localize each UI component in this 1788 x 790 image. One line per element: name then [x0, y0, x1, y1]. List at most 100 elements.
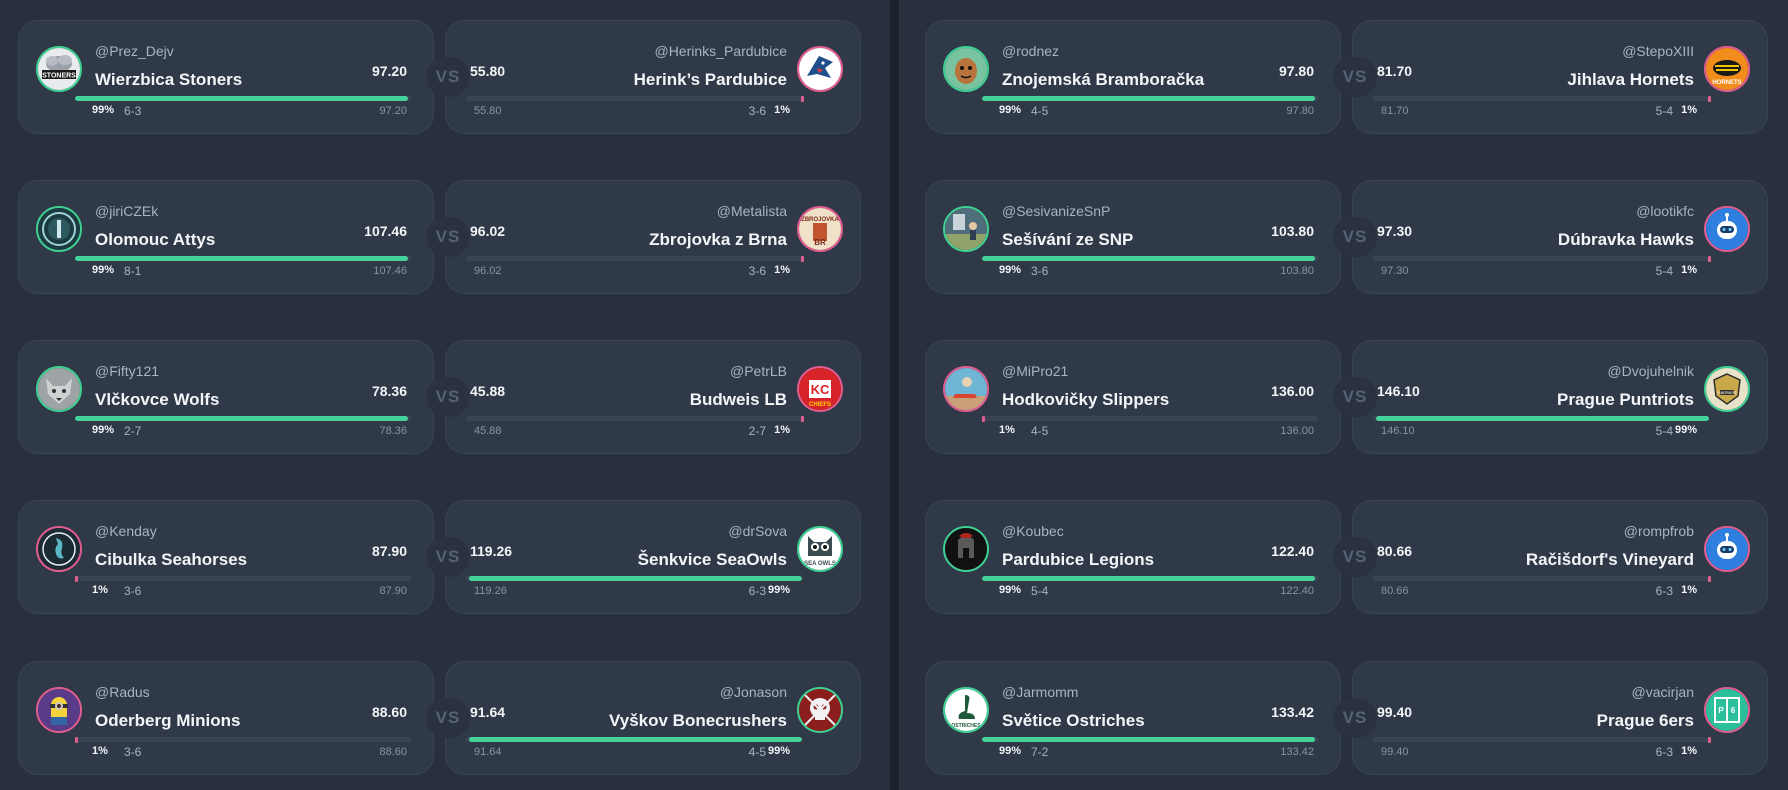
column-divider	[890, 0, 899, 790]
stoners-logo-icon[interactable]: STONERS	[36, 46, 82, 92]
away-team-card[interactable]: @lootikfc Dúbravka Hawks 97.30 1% 5-4 97…	[1352, 180, 1768, 294]
away-team-card[interactable]: SEA OWLS @drSova Šenkvice SeaOwls 119.26…	[445, 500, 861, 614]
matchup-row[interactable]: @Fifty121 Vlčkovce Wolfs 78.36 99% 2-7 7…	[18, 340, 880, 454]
owner-handle[interactable]: @rompfrob	[1623, 523, 1694, 539]
owner-handle[interactable]: @Kenday	[95, 523, 157, 539]
team-name[interactable]: Dúbravka Hawks	[1557, 230, 1694, 249]
win-probability-fill	[75, 96, 408, 101]
home-team-card[interactable]: @rodnez Znojemská Bramboračka 97.80 99% …	[925, 20, 1341, 134]
home-team-card[interactable]: @MiPro21 Hodkovičky Slippers 136.00 1% 4…	[925, 340, 1341, 454]
svg-text:6: 6	[1731, 706, 1736, 715]
matchup-row[interactable]: @Radus Oderberg Minions 88.60 1% 3-6 88.…	[18, 661, 880, 775]
owner-handle[interactable]: @vacirjan	[1631, 684, 1694, 700]
projected-score: 88.60	[379, 746, 407, 758]
owner-handle[interactable]: @Fifty121	[95, 363, 160, 379]
owner-handle[interactable]: @Radus	[95, 684, 150, 700]
matchup-row[interactable]: OSTRICHES @Jarmomm Světice Ostriches 133…	[925, 661, 1787, 775]
matchup-row[interactable]: @rodnez Znojemská Bramboračka 97.80 99% …	[925, 20, 1787, 134]
team-name[interactable]: Olomouc Attys	[95, 230, 216, 249]
home-team-card[interactable]: @Radus Oderberg Minions 88.60 1% 3-6 88.…	[18, 661, 434, 775]
matchup-row[interactable]: @jiriCZEk Olomouc Attys 107.46 99% 8-1 1…	[18, 180, 880, 294]
away-team-card[interactable]: ZBROJOVKA BR @Metalista Zbrojovka z Brna …	[445, 180, 861, 294]
owner-handle[interactable]: @Herinks_Pardubice	[654, 43, 788, 59]
owner-handle[interactable]: @Koubec	[1002, 523, 1064, 539]
team-name[interactable]: Herink’s Pardubice	[633, 70, 787, 89]
team-name[interactable]: Budweis LB	[689, 390, 787, 409]
away-team-card[interactable]: @Jonason Vyškov Bonecrushers 91.64 99% 4…	[445, 661, 861, 775]
owner-handle[interactable]: @Dvojuhelnik	[1607, 363, 1694, 379]
slipper-photo-icon[interactable]	[943, 366, 989, 412]
team-name[interactable]: Vyškov Bonecrushers	[609, 711, 787, 730]
team-score: 146.10	[1377, 383, 1420, 399]
photo-avatar-icon[interactable]	[943, 206, 989, 252]
attys-badge-icon[interactable]	[36, 206, 82, 252]
home-team-card[interactable]: OSTRICHES @Jarmomm Světice Ostriches 133…	[925, 661, 1341, 775]
ostrich-logo-icon[interactable]: OSTRICHES	[943, 687, 989, 733]
matchup-row[interactable]: @SesivanizeSnP Sešívání ze SNP 103.80 99…	[925, 180, 1787, 294]
team-name[interactable]: Zbrojovka z Brna	[649, 230, 787, 249]
team-name[interactable]: Prague Puntriots	[1557, 390, 1694, 409]
team-name[interactable]: Sešívání ze SNP	[1002, 230, 1134, 249]
owner-handle[interactable]: @Jarmomm	[1002, 684, 1079, 700]
home-team-card[interactable]: STONERS @Prez_Dejv Wierzbica Stoners 97.…	[18, 20, 434, 134]
potato-mascot-icon[interactable]	[943, 46, 989, 92]
zbrojovka-logo-icon[interactable]: ZBROJOVKA BR	[797, 206, 843, 252]
hornets-logo-icon[interactable]: HORNETS	[1704, 46, 1750, 92]
home-team-card[interactable]: @SesivanizeSnP Sešívání ze SNP 103.80 99…	[925, 180, 1341, 294]
owner-handle[interactable]: @drSova	[728, 523, 787, 539]
team-name[interactable]: Jihlava Hornets	[1567, 70, 1694, 89]
owner-handle[interactable]: @Metalista	[716, 203, 787, 219]
robot-avatar-icon[interactable]	[1704, 526, 1750, 572]
team-name[interactable]: Cibulka Seahorses	[95, 550, 248, 569]
vs-badge: VS	[1333, 537, 1377, 577]
matchup-row[interactable]: @MiPro21 Hodkovičky Slippers 136.00 1% 4…	[925, 340, 1787, 454]
matchup-row[interactable]: @Kenday Cibulka Seahorses 87.90 1% 3-6 8…	[18, 500, 880, 614]
spartan-helmet-icon[interactable]	[943, 526, 989, 572]
chiefs-logo-icon[interactable]: KC CHIEFS	[797, 366, 843, 412]
team-name[interactable]: Wierzbica Stoners	[95, 70, 243, 89]
owner-handle[interactable]: @lootikfc	[1636, 203, 1694, 219]
owl-logo-icon[interactable]: SEA OWLS	[797, 526, 843, 572]
team-name[interactable]: Hodkovičky Slippers	[1002, 390, 1170, 409]
team-name[interactable]: Prague 6ers	[1596, 711, 1694, 730]
robot-avatar-icon[interactable]	[1704, 206, 1750, 252]
owner-handle[interactable]: @jiriCZEk	[95, 203, 159, 219]
projected-score: 146.10	[1381, 425, 1415, 437]
away-team-card[interactable]: @Herinks_Pardubice Herink’s Pardubice 55…	[445, 20, 861, 134]
shark-logo-icon[interactable]	[797, 46, 843, 92]
minion-icon[interactable]	[36, 687, 82, 733]
away-team-card[interactable]: HORNETS @StepoXIII Jihlava Hornets 81.70…	[1352, 20, 1768, 134]
win-probability-stub	[75, 737, 78, 743]
win-probability-track	[1373, 416, 1709, 421]
team-name[interactable]: Račišdorf's Vineyard	[1525, 550, 1694, 569]
owner-handle[interactable]: @StepoXIII	[1622, 43, 1694, 59]
owner-handle[interactable]: @Jonason	[719, 684, 787, 700]
home-team-card[interactable]: @Kenday Cibulka Seahorses 87.90 1% 3-6 8…	[18, 500, 434, 614]
team-name[interactable]: Světice Ostriches	[1002, 711, 1145, 730]
owner-handle[interactable]: @rodnez	[1002, 43, 1060, 59]
away-team-card[interactable]: @rompfrob Račišdorf's Vineyard 80.66 1% …	[1352, 500, 1768, 614]
puntriots-logo-icon[interactable]: PUNTRIOTS	[1704, 366, 1750, 412]
matchup-row[interactable]: @Koubec Pardubice Legions 122.40 99% 5-4…	[925, 500, 1787, 614]
projected-score: 122.40	[1280, 585, 1314, 597]
team-name[interactable]: Šenkvice SeaOwls	[637, 550, 787, 569]
matchup-row[interactable]: STONERS @Prez_Dejv Wierzbica Stoners 97.…	[18, 20, 880, 134]
seahorse-logo-icon[interactable]	[36, 526, 82, 572]
owner-handle[interactable]: @Prez_Dejv	[95, 43, 174, 59]
away-team-card[interactable]: KC CHIEFS @PetrLB Budweis LB 45.88 1% 2-7…	[445, 340, 861, 454]
owner-handle[interactable]: @PetrLB	[729, 363, 787, 379]
home-team-card[interactable]: @Koubec Pardubice Legions 122.40 99% 5-4…	[925, 500, 1341, 614]
away-team-card[interactable]: PUNTRIOTS @Dvojuhelnik Prague Puntriots …	[1352, 340, 1768, 454]
skull-logo-icon[interactable]	[797, 687, 843, 733]
team-name[interactable]: Vlčkovce Wolfs	[95, 390, 220, 409]
team-name[interactable]: Znojemská Bramboračka	[1002, 70, 1205, 89]
team-name[interactable]: Pardubice Legions	[1002, 550, 1155, 569]
owner-handle[interactable]: @SesivanizeSnP	[1002, 203, 1111, 219]
home-team-card[interactable]: @jiriCZEk Olomouc Attys 107.46 99% 8-1 1…	[18, 180, 434, 294]
wolf-icon[interactable]	[36, 366, 82, 412]
team-name[interactable]: Oderberg Minions	[95, 711, 241, 730]
owner-handle[interactable]: @MiPro21	[1002, 363, 1069, 379]
home-team-card[interactable]: @Fifty121 Vlčkovce Wolfs 78.36 99% 2-7 7…	[18, 340, 434, 454]
